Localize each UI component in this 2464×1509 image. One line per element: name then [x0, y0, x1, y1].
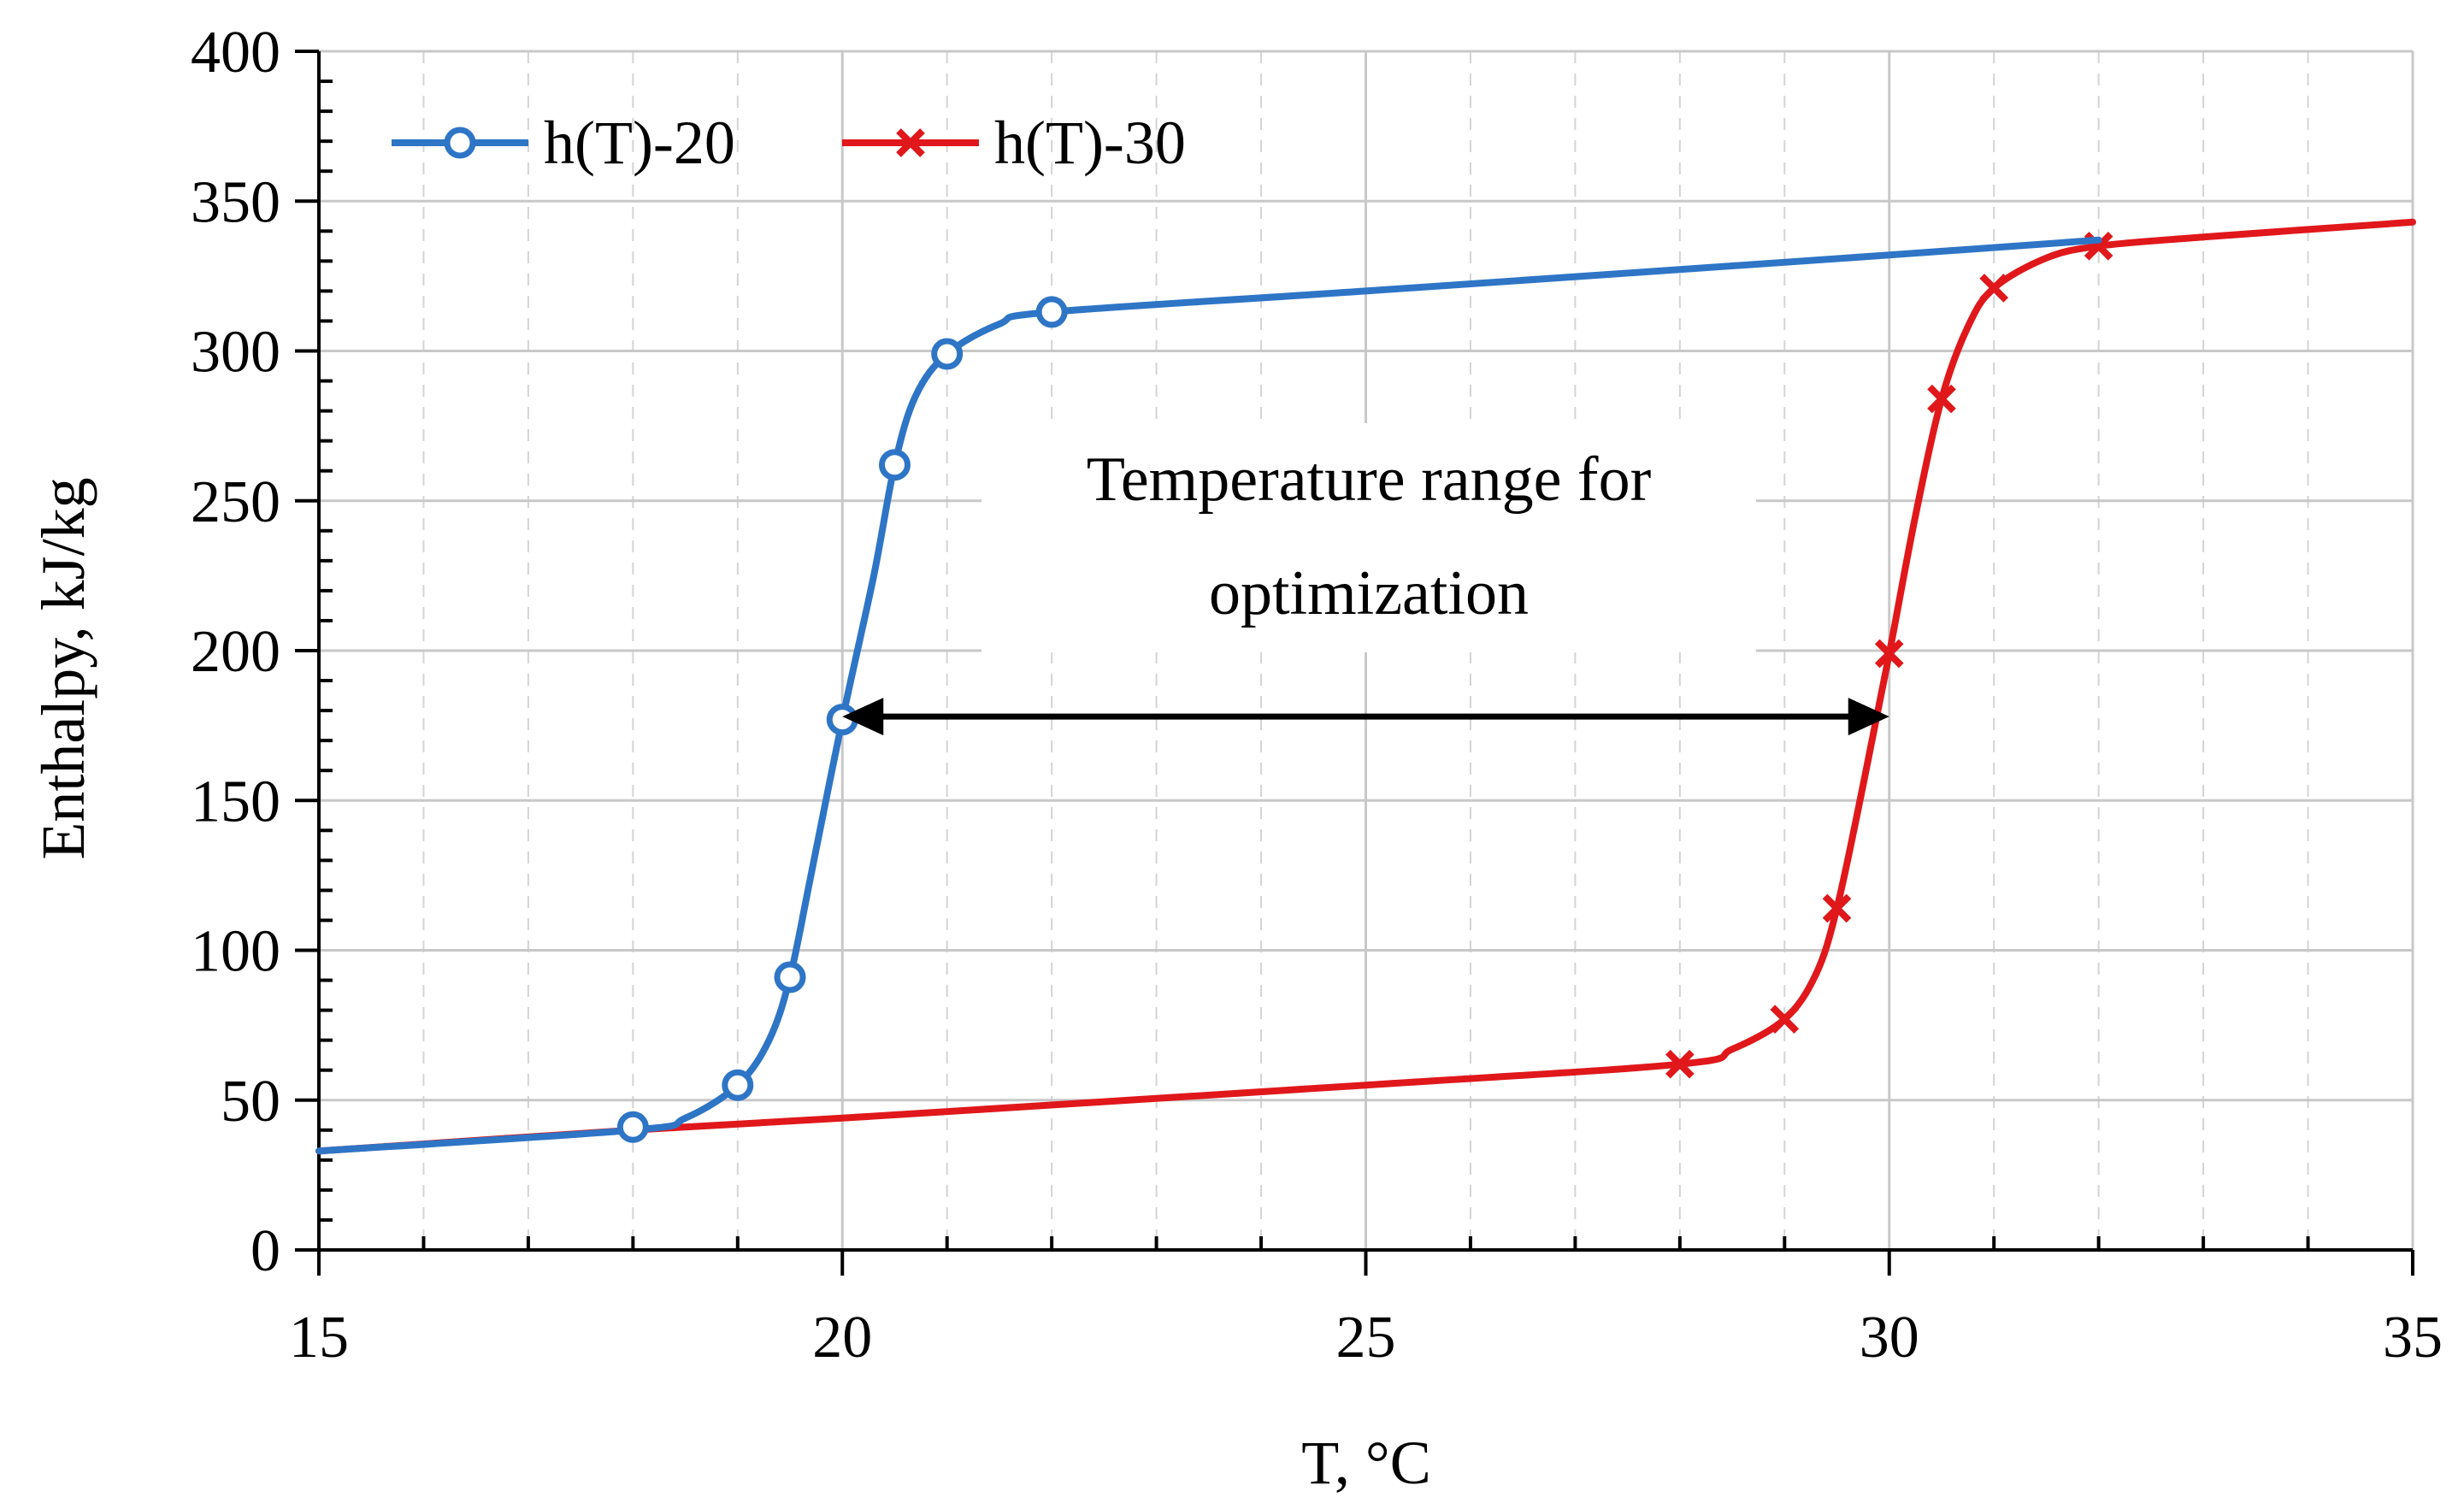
y-tick-label: 50 — [221, 1069, 280, 1135]
y-axis-title: Enthalpy, kJ/kg — [29, 477, 97, 859]
data-point — [1665, 1049, 1695, 1079]
y-tick-label: 350 — [191, 169, 280, 235]
range-arrow — [842, 698, 1889, 736]
x-tick-label: 25 — [1336, 1305, 1396, 1370]
data-point — [1927, 384, 1956, 414]
data-point — [616, 1111, 649, 1143]
data-point — [1770, 1005, 1800, 1034]
series-h20 — [315, 236, 2102, 1155]
data-point — [878, 449, 911, 481]
y-tick-label: 150 — [191, 769, 280, 834]
x-tick-label: 35 — [2383, 1305, 2443, 1370]
y-tick-label: 400 — [191, 20, 280, 85]
data-point — [1874, 639, 1904, 669]
data-point — [1035, 296, 1068, 328]
y-tick-label: 300 — [191, 320, 280, 386]
y-tick-label: 200 — [191, 619, 280, 685]
x-tick-label: 20 — [812, 1305, 872, 1370]
range-arrow-head-right — [1848, 698, 1889, 736]
annotation-box: Temperature range for optimization — [981, 423, 1756, 652]
series-layer — [315, 218, 2416, 1155]
x-axis-title: T, °C — [1301, 1429, 1430, 1497]
legend-marker-h30 — [896, 128, 925, 157]
legend-label-h20: h(T)-20 — [544, 109, 735, 177]
range-arrow-head-left — [842, 698, 884, 736]
y-tick-label: 250 — [191, 469, 280, 535]
y-tick-label: 100 — [191, 919, 280, 985]
y-tick-label: 0 — [251, 1218, 280, 1284]
data-point — [931, 338, 964, 370]
x-tick-label: 30 — [1860, 1305, 1919, 1370]
data-point — [1979, 274, 2009, 303]
series-line — [315, 236, 2102, 1155]
legend: h(T)-20 h(T)-30 — [392, 109, 1186, 177]
series-h30 — [315, 218, 2416, 1155]
data-point — [774, 961, 806, 993]
legend-label-h30: h(T)-30 — [994, 109, 1186, 177]
axes: 0 50 100 150 200 250 300 350 400 15 20 25 30 35 — [191, 20, 2443, 1370]
annotation-background — [981, 423, 1756, 652]
data-point — [722, 1069, 754, 1101]
annotation-line-1: Temperature range for — [1087, 445, 1651, 515]
x-tick-label: 15 — [289, 1305, 349, 1370]
data-point — [1822, 893, 1852, 923]
legend-marker-h20 — [444, 127, 476, 159]
annotation-line-2: optimization — [1209, 558, 1529, 628]
